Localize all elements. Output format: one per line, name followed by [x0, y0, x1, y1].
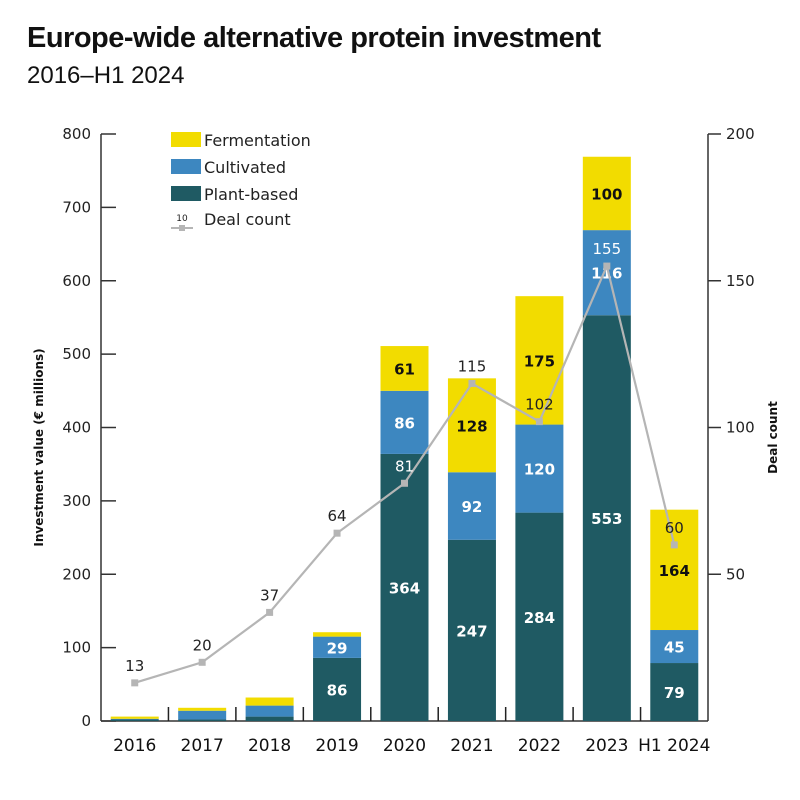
bar-value-label: 553	[591, 510, 622, 528]
y2-tick-label: 200	[726, 125, 755, 143]
legend-label-cultivated: Cultivated	[204, 158, 286, 177]
bar-value-label: 86	[327, 681, 348, 699]
bar-segment-cultivated	[245, 705, 294, 717]
bar-segment-fermentation	[245, 697, 294, 706]
bar-segment-plant-based	[650, 663, 699, 721]
bar-segment-fermentation	[313, 632, 362, 637]
bar-value-label: 164	[659, 562, 690, 580]
legend-swatch-fermentation	[171, 132, 201, 147]
legend-label-deal-count: Deal count	[204, 210, 291, 229]
y-tick-label: 300	[62, 492, 91, 510]
bar-value-label: 61	[394, 360, 415, 378]
bar-segment-cultivated	[650, 630, 699, 664]
y-tick-label: 600	[62, 272, 91, 290]
deal-count-label: 37	[260, 586, 279, 604]
x-tick-label: 2019	[315, 736, 358, 756]
deal-count-marker	[670, 541, 678, 549]
deal-count-marker	[131, 679, 139, 687]
legend-swatch-cultivated	[171, 159, 201, 174]
bar-value-label: 120	[524, 461, 555, 479]
bar-segment-plant-based	[110, 719, 159, 721]
bar-segment-fermentation	[515, 296, 564, 425]
bar-value-label: 100	[591, 185, 622, 203]
bar-segment-fermentation	[178, 707, 227, 711]
bar-value-label: 247	[456, 622, 487, 640]
deal-count-marker	[603, 262, 611, 270]
bar-value-label: 364	[389, 579, 420, 597]
bar-segment-plant-based	[582, 315, 631, 721]
x-tick-label: 2022	[518, 736, 561, 756]
bar-value-label: 92	[462, 498, 483, 516]
deal-count-marker	[266, 608, 274, 616]
deal-count-marker	[468, 379, 476, 387]
bar-segment-plant-based	[447, 539, 496, 721]
y-tick-label: 500	[62, 345, 91, 363]
legend-deal-marker	[179, 225, 185, 231]
bar-segment-fermentation	[582, 156, 631, 231]
bar-segment-cultivated	[447, 472, 496, 540]
chart-title: Europe-wide alternative protein investme…	[27, 22, 601, 54]
deal-count-label: 81	[395, 457, 414, 475]
x-tick-label: 2016	[113, 736, 156, 756]
y2-tick-label: 150	[726, 272, 755, 290]
bar-segment-plant-based	[313, 657, 362, 721]
deal-count-label: 115	[458, 357, 487, 375]
deal-count-label: 102	[525, 396, 554, 414]
y-tick-label: 400	[62, 419, 91, 437]
y-tick-label: 100	[62, 639, 91, 657]
bar-value-label: 79	[664, 684, 685, 702]
y-tick-label: 800	[62, 125, 91, 143]
bar-segment-cultivated	[110, 718, 159, 720]
bar-segment-plant-based	[245, 716, 294, 721]
legend-label-fermentation: Fermentation	[204, 131, 311, 150]
bar-segment-fermentation	[650, 509, 699, 631]
y-tick-label: 0	[81, 712, 91, 730]
bar-segment-fermentation	[447, 378, 496, 473]
x-tick-label: H1 2024	[638, 736, 710, 756]
legend-deal-sample: 10	[176, 214, 188, 224]
y2-tick-label: 100	[726, 419, 755, 437]
x-tick-label: 2021	[450, 736, 493, 756]
bar-segment-fermentation	[110, 716, 159, 719]
bar-value-label: 45	[664, 639, 685, 657]
bar-value-label: 128	[456, 417, 487, 435]
legend-label-plant-based: Plant-based	[204, 185, 298, 204]
bar-value-label: 86	[394, 414, 415, 432]
deal-count-label: 13	[125, 657, 144, 675]
deal-count-marker	[535, 418, 543, 426]
bar-segment-cultivated	[313, 636, 362, 658]
deal-count-label: 60	[665, 519, 684, 537]
deal-count-marker	[333, 529, 341, 537]
deal-count-marker	[198, 658, 206, 666]
deal-count-label: 20	[193, 636, 212, 654]
bar-value-label: 175	[524, 352, 555, 370]
bar-segment-cultivated	[178, 710, 227, 720]
y2-axis-label: Deal count	[766, 401, 780, 474]
y-tick-label: 200	[62, 565, 91, 583]
chart-subtitle: 2016–H1 2024	[27, 62, 185, 89]
bar-segment-plant-based	[515, 512, 564, 721]
x-tick-label: 2023	[585, 736, 628, 756]
y2-tick-label: 50	[726, 565, 745, 583]
bar-segment-cultivated	[515, 424, 564, 513]
bar-segment-fermentation	[380, 346, 429, 391]
y-tick-label: 700	[62, 198, 91, 216]
y-axis-label: Investment value (€ millions)	[32, 348, 46, 546]
x-tick-label: 2020	[383, 736, 426, 756]
x-tick-label: 2017	[181, 736, 224, 756]
deal-count-label: 64	[328, 507, 347, 525]
bar-value-label: 29	[327, 639, 348, 657]
bar-segment-plant-based	[380, 453, 429, 721]
deal-count-label: 155	[593, 240, 622, 258]
legend-swatch-plant-based	[171, 186, 201, 201]
bar-segment-cultivated	[380, 390, 429, 454]
deal-count-marker	[401, 479, 408, 487]
bar-value-label: 116	[591, 265, 622, 283]
bar-value-label: 284	[524, 609, 555, 627]
bar-segment-plant-based	[178, 719, 227, 721]
x-tick-label: 2018	[248, 736, 291, 756]
